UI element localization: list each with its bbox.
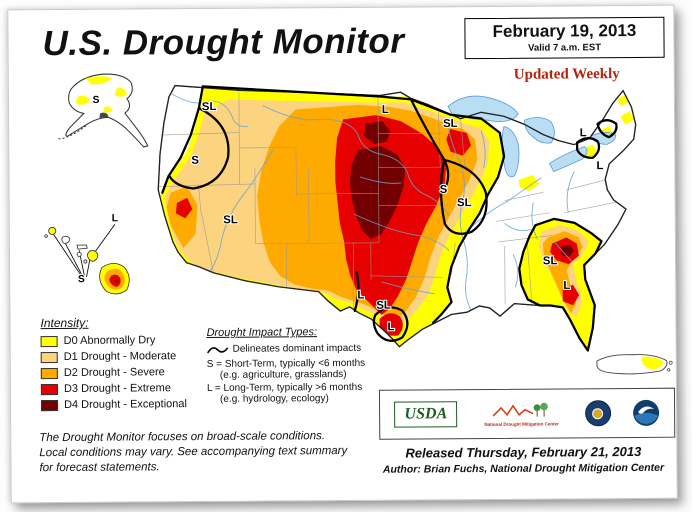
alaska-inset-map: S	[57, 73, 149, 148]
d0-label: D0 Abnormally Dry	[63, 334, 156, 347]
vieques-island	[667, 368, 671, 372]
ndmc-trees-icon	[492, 402, 548, 417]
impact-label-l: L	[580, 127, 587, 139]
d0-color-swatch	[40, 335, 58, 347]
aleutian-islands	[57, 125, 87, 140]
alaska-d0-patches	[75, 76, 127, 113]
page-title: U.S. Drought Monitor	[42, 21, 405, 64]
impact-label-s: S	[191, 155, 199, 167]
legend-item-d4: D4 Drought - Exceptional	[41, 398, 187, 411]
impact-label-s: S	[93, 95, 100, 106]
valid-time-note: Valid 7 a.m. EST	[528, 42, 602, 54]
impact-label-l: L	[357, 290, 364, 302]
d1-color-swatch	[40, 351, 58, 363]
noaa-logo	[632, 399, 659, 426]
impact-label-l: L	[596, 160, 603, 172]
ndmc-logo: National Drought Mitigation Center	[478, 399, 564, 428]
report-date: February 19, 2013	[492, 20, 637, 41]
d3-label: D3 Drought - Extreme	[63, 382, 171, 395]
impact-label-sl: SL	[202, 101, 217, 113]
impact-label-l: L	[112, 213, 118, 224]
author-line: Author: Brian Fuchs, National Drought Mi…	[382, 461, 665, 476]
legend-item-d0: D0 Abnormally Dry	[40, 334, 187, 347]
impact-area-outlines	[161, 85, 618, 352]
impact-types-panel: Drought Impact Types: Delineates dominan…	[207, 326, 393, 405]
disclaimer-text: The Drought Monitor focuses on broad-sca…	[39, 429, 374, 476]
impact-label-l: L	[387, 321, 394, 333]
commerce-seal-emblem	[592, 407, 604, 419]
impact-label-s: S	[78, 274, 85, 285]
d4-color-swatch	[41, 399, 59, 411]
impact-label-sl: SL	[457, 197, 472, 209]
d3-color-swatch	[40, 383, 58, 395]
commerce-seal-logo	[584, 400, 611, 427]
d2-color-swatch	[40, 367, 58, 379]
impact-type-labels: SL S SL L SL S SL L L SL L L SL L	[190, 100, 604, 334]
disclaimer-line-2: Local conditions may vary. See accompany…	[39, 444, 348, 460]
hawaii-impact-labels: LS	[77, 212, 119, 286]
d4-regions	[349, 121, 574, 257]
d1-label: D1 Drought - Moderate	[63, 350, 177, 363]
impact-curve-icon	[207, 347, 229, 354]
date-box: February 19, 2013 Valid 7 a.m. EST	[464, 16, 665, 60]
legend-item-d1: D1 Drought - Moderate	[40, 350, 187, 363]
culebra-island	[668, 360, 673, 365]
short-term-line: S = Short-Term, typically <6 months	[206, 357, 366, 370]
conus-drought-map: SL S SL L SL S SL L L SL L L SL L	[157, 84, 637, 353]
impact-types-heading: Drought Impact Types:	[206, 326, 318, 339]
disclaimer-line-3: for forecast statements.	[39, 461, 160, 474]
alaska-impact-label: S	[92, 94, 101, 107]
hawaii-islands	[44, 226, 130, 295]
d2-label: D2 Drought - Severe	[63, 366, 165, 379]
delineates-row: Delineates dominant impacts	[207, 343, 392, 355]
impact-label-l: L	[563, 280, 570, 292]
agency-logos-box: USDA National Drought Mitigation Center	[378, 387, 676, 440]
ndmc-logo-text: National Drought Mitigation Center	[483, 421, 559, 428]
hawaii-inset-map: LS	[44, 212, 130, 295]
impact-label-sl: SL	[376, 300, 391, 312]
legend-item-d2: D2 Drought - Severe	[40, 366, 187, 379]
impact-label-sl: SL	[443, 118, 458, 130]
impact-label-l: L	[382, 104, 389, 116]
updated-weekly-note: Updated Weekly	[513, 66, 620, 83]
short-term-examples: (e.g. agriculture, grasslands)	[219, 368, 347, 381]
usda-logo: USDA	[394, 401, 458, 428]
release-date-line: Released Thursday, February 21, 2013	[405, 443, 642, 461]
drought-monitor-report: U.S. Drought Monitor February 19, 2013 V…	[7, 4, 678, 504]
d4-label: D4 Drought - Exceptional	[64, 398, 187, 411]
legend-item-d3: D3 Drought - Extreme	[40, 382, 187, 395]
puerto-rico-inset-map	[596, 354, 673, 375]
impact-label-sl: SL	[223, 214, 238, 226]
impact-label-s: S	[440, 184, 448, 196]
puerto-rico-d0-patch	[641, 356, 664, 370]
impact-label-sl: SL	[543, 255, 558, 267]
long-term-examples: (e.g. hydrology, ecology)	[219, 393, 329, 405]
legend-heading: Intensity:	[40, 315, 89, 331]
delineates-label: Delineates dominant impacts	[232, 342, 362, 355]
intensity-legend: Intensity: D0 Abnormally Dry D1 Drought …	[40, 315, 187, 415]
alaska-terrain-patch	[99, 112, 109, 119]
